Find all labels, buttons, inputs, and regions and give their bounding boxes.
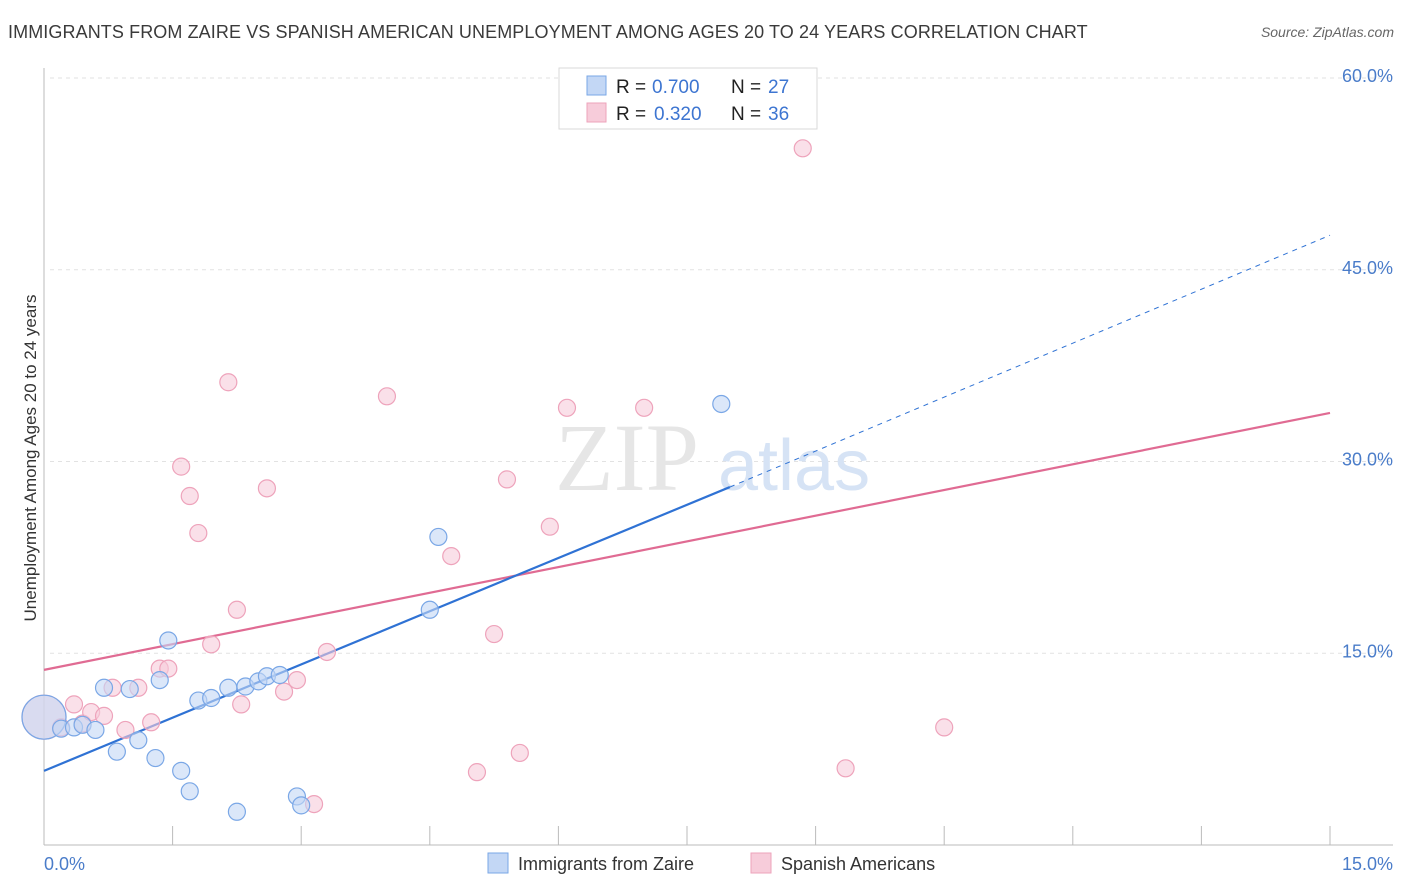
point-zaire-5 (94, 678, 114, 697)
point-spanish-16 (219, 373, 238, 392)
point-spanish-30 (540, 517, 559, 536)
point-zaire-21 (270, 665, 289, 685)
watermark-atlas: atlas (718, 426, 870, 506)
point-zaire-7 (120, 679, 139, 699)
point-spanish-28 (497, 470, 517, 489)
top-legend: R = 0.700 N = 27 R = 0.320 N = 36 (558, 67, 818, 130)
point-spanish-19 (257, 479, 277, 498)
watermark-zip: ZIP (555, 404, 699, 511)
point-spanish-14 (189, 523, 208, 543)
point-spanish-25 (442, 546, 461, 566)
y-tick-labels: 15.0% 30.0% 45.0% 60.0% (1342, 66, 1393, 661)
point-zaire-4 (86, 720, 105, 740)
gridlines (50, 77, 1393, 654)
point-spanish-21 (287, 670, 307, 690)
point-zaire-17 (227, 802, 246, 821)
point-zaire-6 (107, 742, 126, 761)
point-zaire-8 (129, 731, 148, 750)
bottom-legend-swatch-spanish (750, 852, 772, 874)
bottom-legend-label-zaire: Immigrants from Zaire (518, 854, 694, 874)
bottom-legend-label-spanish: Spanish Americans (781, 854, 935, 874)
bottom-legend-swatch-zaire (487, 852, 509, 874)
point-spanish-26 (467, 763, 487, 782)
legend-r-label-spanish: R = (616, 104, 646, 125)
legend-swatch-zaire (586, 75, 607, 96)
point-spanish-13 (180, 486, 199, 506)
point-spanish-2 (64, 695, 84, 714)
point-spanish-15 (202, 635, 221, 654)
point-spanish-23 (317, 642, 337, 662)
bottom-legend: Immigrants from Zaire Spanish Americans (487, 852, 935, 874)
data-points (21, 139, 954, 821)
x-tick-labels: 0.0% 15.0% (44, 854, 1393, 874)
point-spanish-32 (635, 398, 654, 417)
y-tick-label-3: 60.0% (1342, 66, 1393, 86)
point-spanish-20 (274, 682, 294, 701)
legend-r-label-zaire: R = (616, 77, 646, 98)
point-zaire-25 (429, 527, 448, 547)
trend-line-spanish (43, 411, 1331, 671)
chart-title: IMMIGRANTS FROM ZAIRE VS SPANISH AMERICA… (8, 22, 1088, 42)
point-spanish-34 (836, 759, 855, 778)
legend-r-value-zaire: 0.700 (652, 77, 700, 98)
legend-n-value-zaire: 27 (768, 77, 789, 98)
point-zaire-23 (292, 796, 311, 815)
point-spanish-33 (793, 139, 812, 158)
point-zaire-24 (420, 600, 439, 619)
source-credit: Source: ZipAtlas.com (1260, 24, 1394, 40)
legend-r-value-spanish: 0.320 (654, 104, 702, 125)
x-tick-label-max: 15.0% (1342, 854, 1393, 874)
point-zaire-12 (172, 761, 191, 780)
point-zaire-26 (712, 394, 731, 414)
legend-n-value-spanish: 36 (768, 104, 789, 125)
trend-line-zaire-extension (729, 234, 1331, 488)
legend-swatch-spanish (586, 102, 607, 123)
point-spanish-12 (172, 457, 191, 476)
x-tick-label-min: 0.0% (44, 854, 85, 874)
y-tick-label-0: 15.0% (1342, 641, 1393, 661)
legend-n-label-spanish: N = (731, 104, 761, 125)
point-spanish-24 (377, 387, 397, 406)
point-zaire-16 (219, 678, 238, 697)
point-spanish-7 (116, 720, 135, 740)
y-axis-label: Unemployment Among Ages 20 to 24 years (21, 295, 40, 622)
point-zaire-11 (159, 631, 178, 650)
point-zaire-10 (150, 670, 169, 690)
point-spanish-35 (935, 718, 954, 737)
point-spanish-9 (142, 713, 161, 732)
point-zaire-13 (180, 782, 199, 801)
point-spanish-5 (94, 706, 114, 725)
point-zaire-15 (202, 688, 221, 708)
y-tick-label-2: 45.0% (1342, 258, 1393, 278)
point-spanish-27 (485, 624, 504, 644)
point-spanish-31 (557, 398, 577, 417)
point-zaire-9 (146, 748, 165, 768)
point-spanish-17 (227, 600, 246, 619)
point-spanish-29 (510, 743, 529, 763)
y-tick-label-1: 30.0% (1342, 450, 1393, 470)
point-spanish-18 (232, 695, 251, 714)
legend-n-label-zaire: N = (731, 77, 761, 98)
